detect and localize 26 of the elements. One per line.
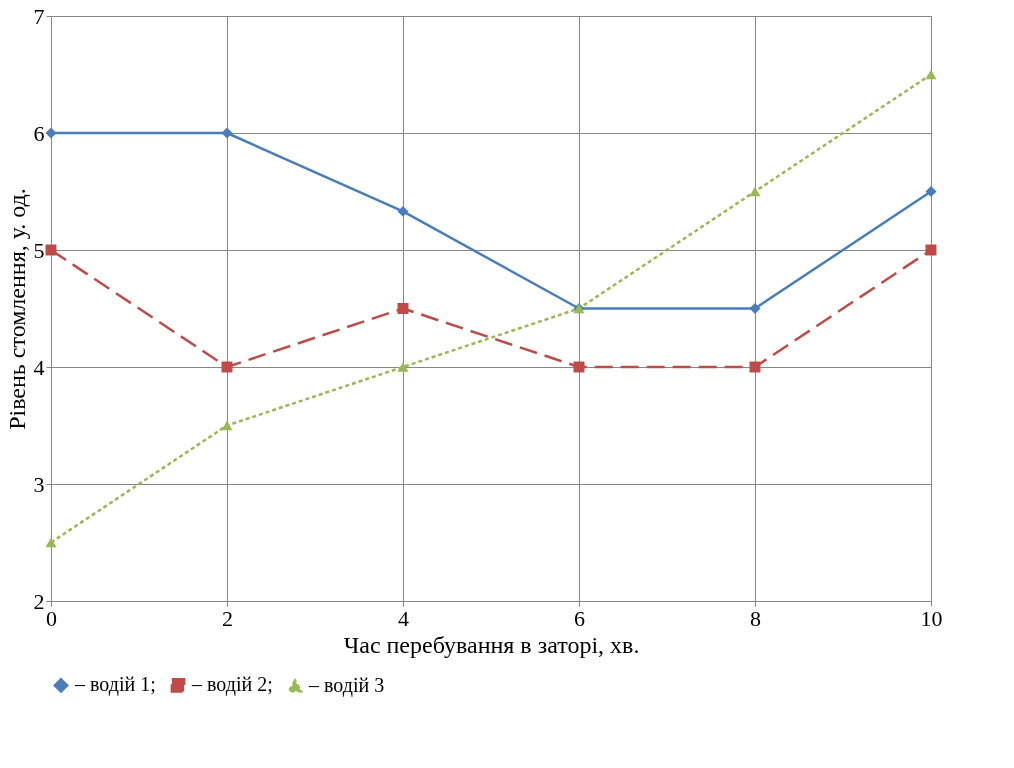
legend-label: – водій 1; — [74, 673, 156, 697]
x-tick-label: 2 — [222, 605, 233, 631]
x-tick-label: 0 — [46, 605, 57, 631]
x-axis-title: Час перебування в заторі, хв. — [343, 631, 640, 658]
legend-label: – водій 2; — [191, 673, 273, 697]
x-tick-label: 6 — [574, 605, 585, 631]
point — [397, 205, 409, 217]
point — [397, 362, 409, 372]
x-tick-label: 4 — [398, 605, 409, 631]
y-axis-title: Рівень стомлення, у. од. — [3, 188, 30, 430]
legend-label: – водій 3 — [308, 673, 385, 697]
y-tick-label: 7 — [33, 3, 45, 29]
y-tick-label: 3 — [33, 471, 45, 497]
point — [45, 537, 57, 548]
point — [221, 127, 233, 139]
y-tick-label: 2 — [33, 588, 45, 614]
x-tick-label: 10 — [920, 605, 943, 631]
point — [749, 186, 761, 197]
y-tick-label: 5 — [33, 237, 45, 263]
point — [397, 303, 409, 314]
point — [45, 127, 57, 139]
point — [925, 69, 937, 80]
x-tick-label: 8 — [750, 605, 761, 631]
y-tick-label: 6 — [33, 120, 45, 146]
point — [221, 420, 233, 431]
y-tick-label: 4 — [33, 354, 45, 380]
